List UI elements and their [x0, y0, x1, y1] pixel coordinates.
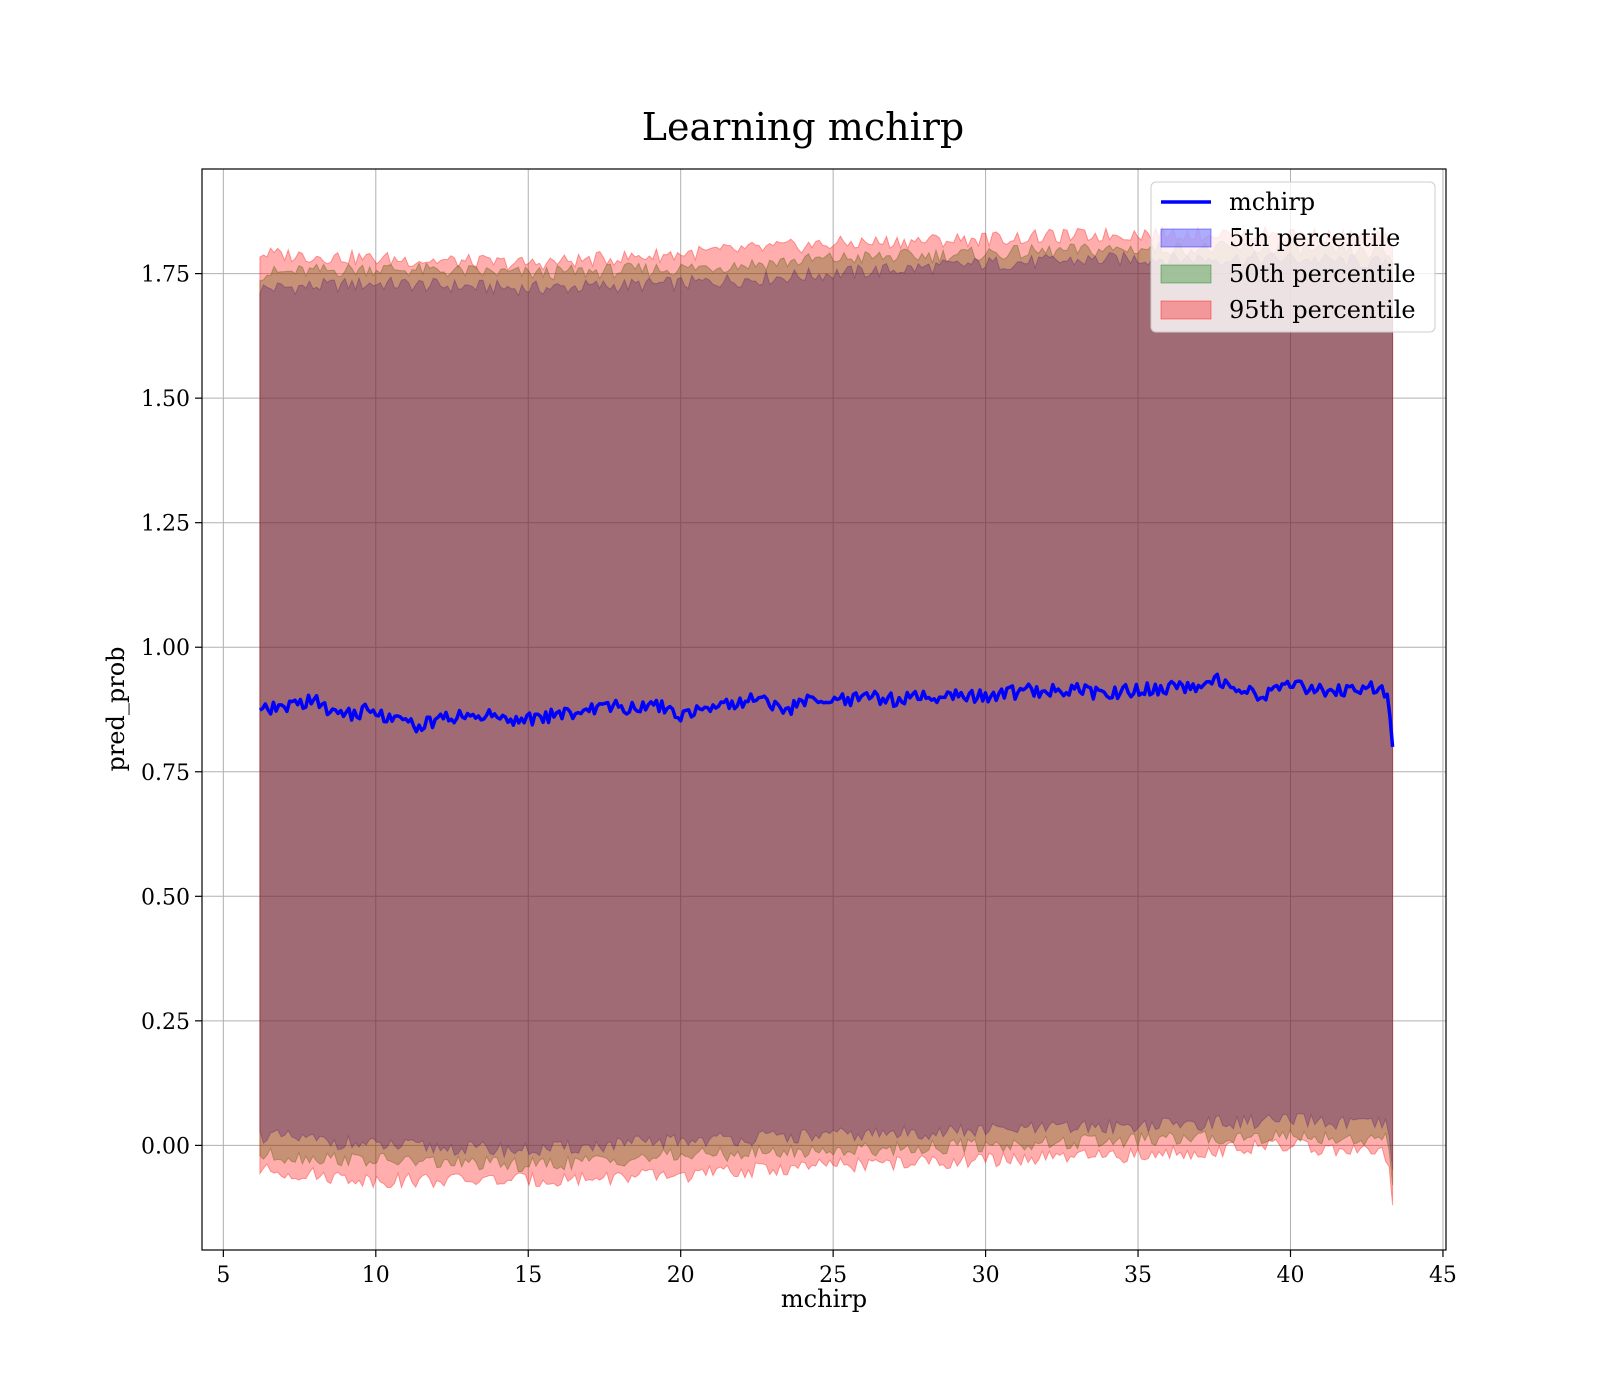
legend-box — [1150, 181, 1436, 333]
y-tick-label: 0.75 — [141, 761, 190, 786]
legend-label-5th-percentile: 5th percentile — [1229, 224, 1400, 252]
y-tick-label: 1.50 — [141, 387, 190, 412]
series-line-mchirp — [258, 672, 1395, 748]
legend-label-mchirp: mchirp — [1229, 188, 1315, 216]
x-tick-label: 25 — [819, 1263, 847, 1288]
x-axis-label: mchirp — [781, 1285, 867, 1313]
x-axis: 5 10 15 20 25 30 35 40 45 — [216, 1250, 1457, 1288]
y-tick-label: 0.00 — [141, 1134, 190, 1159]
x-tick-label: 45 — [1429, 1263, 1457, 1288]
x-tick-label: 5 — [216, 1263, 230, 1288]
legend-label-50th-percentile: 50th percentile — [1229, 260, 1416, 288]
x-tick-label: 40 — [1277, 1263, 1305, 1288]
band-50th-percentile — [259, 240, 1394, 1186]
x-tick-label: 15 — [514, 1263, 542, 1288]
legend-swatch-50th-percentile — [1160, 264, 1212, 284]
legend-label-95th-percentile: 95th percentile — [1229, 296, 1416, 324]
band-5th-percentile — [259, 250, 1394, 1171]
series-lines — [258, 672, 1395, 748]
y-tick-label: 0.50 — [141, 885, 190, 910]
legend-swatch-5th-percentile — [1160, 228, 1212, 248]
x-tick-label: 30 — [972, 1263, 1000, 1288]
legend: mchirp 5th percentile 50th percentile 95th … — [1150, 181, 1436, 333]
y-axis-label: pred_prob — [102, 646, 130, 771]
chart-title: Learning mchirp — [642, 105, 964, 149]
x-tick-label: 10 — [362, 1263, 390, 1288]
y-tick-label: 0.25 — [141, 1010, 190, 1035]
y-tick-label: 1.00 — [141, 636, 190, 661]
y-tick-label: 1.25 — [141, 512, 190, 537]
y-tick-label: 1.75 — [141, 263, 190, 288]
plot-frame — [201, 168, 1447, 1251]
band-95th-percentile — [259, 224, 1394, 1206]
percentile-bands — [259, 224, 1394, 1206]
legend-swatch-95th-percentile — [1160, 300, 1212, 320]
x-tick-label: 35 — [1124, 1263, 1152, 1288]
plot-area — [202, 169, 1446, 1250]
x-tick-label: 20 — [667, 1263, 695, 1288]
y-axis: 0.00 0.25 0.50 0.75 1.00 1.25 1.50 1.75 — [141, 263, 202, 1159]
